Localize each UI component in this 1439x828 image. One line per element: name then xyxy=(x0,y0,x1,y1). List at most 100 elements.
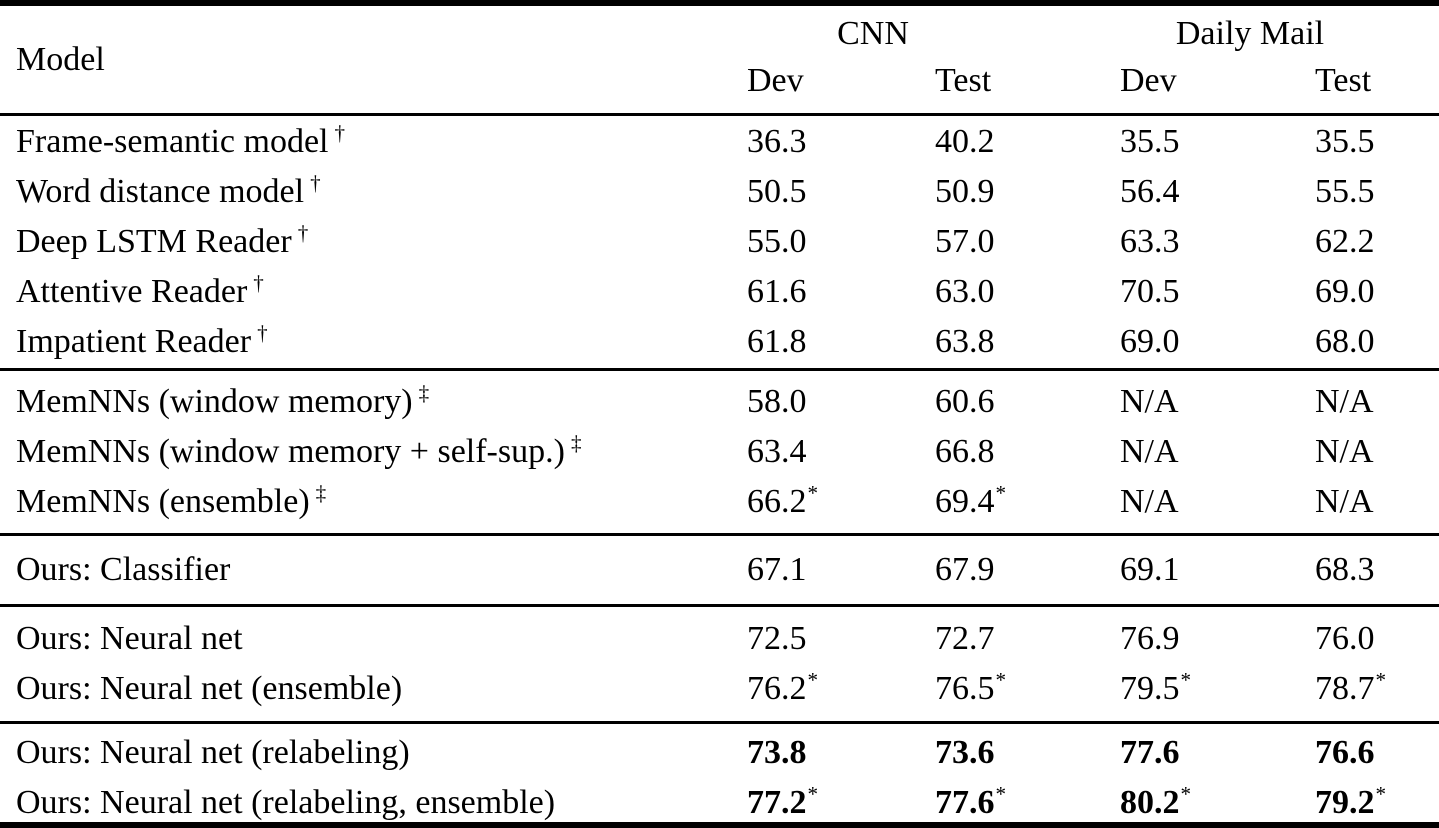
table-header: Model CNN Daily Mail Dev Test Dev Test xyxy=(0,6,1439,116)
model-name: MemNNs (window memory) xyxy=(16,383,413,420)
score-cell: 70.5 xyxy=(1120,267,1315,317)
score-cell: 72.7 xyxy=(935,614,1120,664)
score-value: N/A xyxy=(1120,483,1179,520)
score-value: 40.2 xyxy=(935,123,995,160)
score-value: 79.2 xyxy=(1315,784,1375,821)
score-value: 35.5 xyxy=(1120,123,1180,160)
model-name-cell: Ours: Neural net (relabeling) xyxy=(16,728,747,778)
score-cell: 36.3 xyxy=(747,117,935,167)
column-header-model: Model xyxy=(16,40,105,78)
score-value: 60.6 xyxy=(935,383,995,420)
score-value: 56.4 xyxy=(1120,173,1180,210)
subheader-dailymail-test: Test xyxy=(1315,62,1372,99)
significance-asterisk: * xyxy=(995,480,1007,505)
table-row: Attentive Reader † 61.6 63.0 70.5 69.0 xyxy=(0,267,1439,317)
score-value: N/A xyxy=(1315,383,1374,420)
table-row: Impatient Reader † 61.8 63.8 69.0 68.0 xyxy=(0,317,1439,367)
score-cell: 63.3 xyxy=(1120,217,1315,267)
significance-asterisk: * xyxy=(1375,667,1387,692)
subheader-cnn-dev: Dev xyxy=(747,62,804,99)
model-name-cell: Ours: Neural net xyxy=(16,614,747,664)
score-cell: 69.1 xyxy=(1120,545,1315,595)
subheader-cnn-test: Test xyxy=(935,62,992,99)
score-value: 68.3 xyxy=(1315,551,1375,588)
score-cell: 35.5 xyxy=(1315,117,1439,167)
significance-asterisk: * xyxy=(995,781,1007,806)
score-cell: 80.2* xyxy=(1120,778,1315,822)
score-value: 79.5 xyxy=(1120,670,1180,707)
score-cell: 76.0 xyxy=(1315,614,1439,664)
footnote-marker: ‡ xyxy=(418,380,430,405)
score-value: 72.5 xyxy=(747,620,807,657)
score-cell: 68.3 xyxy=(1315,545,1439,595)
score-cell: N/A xyxy=(1315,377,1439,427)
model-name: Ours: Classifier xyxy=(16,551,231,588)
score-value: 57.0 xyxy=(935,223,995,260)
score-value: 67.1 xyxy=(747,551,807,588)
score-value: 62.2 xyxy=(1315,223,1375,260)
score-value: 76.0 xyxy=(1315,620,1375,657)
model-name-cell: Attentive Reader † xyxy=(16,267,747,317)
score-cell: 61.8 xyxy=(747,317,935,367)
score-value: 61.8 xyxy=(747,323,807,360)
score-value: 69.0 xyxy=(1120,323,1180,360)
score-value: 78.7 xyxy=(1315,670,1375,707)
score-cell: 76.5* xyxy=(935,664,1120,714)
score-cell: 79.5* xyxy=(1120,664,1315,714)
score-value: 67.9 xyxy=(935,551,995,588)
significance-asterisk: * xyxy=(1375,781,1387,806)
table-row: Deep LSTM Reader † 55.0 57.0 63.3 62.2 xyxy=(0,217,1439,267)
score-cell: 50.9 xyxy=(935,167,1120,217)
footnote-marker: ‡ xyxy=(315,480,327,505)
score-value: N/A xyxy=(1315,433,1374,470)
table-row: MemNNs (ensemble) ‡ 66.2* 69.4* N/A N/A xyxy=(0,477,1439,527)
table-section-baselines: Frame-semantic model † 36.3 40.2 35.5 35.… xyxy=(0,116,1439,371)
score-cell: N/A xyxy=(1120,477,1315,527)
score-value: 70.5 xyxy=(1120,273,1180,310)
score-cell: 67.9 xyxy=(935,545,1120,595)
score-value: 80.2 xyxy=(1120,784,1180,821)
significance-asterisk: * xyxy=(995,667,1007,692)
significance-asterisk: * xyxy=(1180,667,1192,692)
significance-asterisk: * xyxy=(1180,781,1192,806)
score-cell: 66.2* xyxy=(747,477,935,527)
model-name-cell: Frame-semantic model † xyxy=(16,117,747,167)
table-row: Ours: Neural net 72.5 72.7 76.9 76.0 xyxy=(0,614,1439,664)
score-cell: 79.2* xyxy=(1315,778,1439,822)
footnote-marker: † xyxy=(297,220,309,245)
footnote-marker: † xyxy=(253,270,264,295)
score-value: 58.0 xyxy=(747,383,807,420)
score-cell: 69.4* xyxy=(935,477,1120,527)
score-cell: 60.6 xyxy=(935,377,1120,427)
score-cell: 35.5 xyxy=(1120,117,1315,167)
model-name: Frame-semantic model xyxy=(16,123,329,160)
score-value: 66.8 xyxy=(935,433,995,470)
score-value: 69.4 xyxy=(935,483,995,520)
score-cell: 62.2 xyxy=(1315,217,1439,267)
score-value: 63.3 xyxy=(1120,223,1180,260)
table-row: MemNNs (window memory + self-sup.) ‡ 63.4… xyxy=(0,427,1439,477)
score-value: 76.5 xyxy=(935,670,995,707)
score-value: 76.6 xyxy=(1315,734,1375,771)
score-value: 76.9 xyxy=(1120,620,1180,657)
model-name-cell: Impatient Reader † xyxy=(16,317,747,367)
score-cell: 63.8 xyxy=(935,317,1120,367)
score-value: 55.5 xyxy=(1315,173,1375,210)
score-cell: N/A xyxy=(1120,427,1315,477)
score-cell: 63.0 xyxy=(935,267,1120,317)
significance-asterisk: * xyxy=(807,480,819,505)
score-cell: 69.0 xyxy=(1315,267,1439,317)
score-cell: 57.0 xyxy=(935,217,1120,267)
score-value: N/A xyxy=(1120,383,1179,420)
footnote-marker: † xyxy=(334,120,346,145)
score-cell: 55.5 xyxy=(1315,167,1439,217)
model-name-cell: Word distance model † xyxy=(16,167,747,217)
score-value: 55.0 xyxy=(747,223,807,260)
score-value: 35.5 xyxy=(1315,123,1375,160)
model-name: Ours: Neural net (relabeling, ensemble) xyxy=(16,784,556,821)
score-cell: 76.2* xyxy=(747,664,935,714)
model-name: Impatient Reader xyxy=(16,323,252,360)
table-section-ours-classifier: Ours: Classifier 67.1 67.9 69.1 68.3 xyxy=(0,536,1439,607)
model-name: Ours: Neural net (ensemble) xyxy=(16,670,403,707)
